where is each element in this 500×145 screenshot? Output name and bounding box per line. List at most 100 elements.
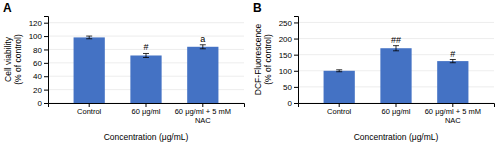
tick-label: 60 μg/ml + 5 mMNAC [175, 107, 231, 124]
x-axis-title: Concentration (μg/mL) [104, 132, 189, 142]
axis-line [44, 17, 49, 104]
tick-label: Control [327, 107, 352, 116]
tick-label: 150 [279, 51, 293, 60]
tick-label: 80 [33, 46, 42, 55]
error-bar [450, 60, 456, 63]
tick-mark [294, 87, 298, 88]
bar [324, 71, 355, 103]
tick-mark [294, 55, 298, 56]
y-axis-title: DCF-Fluorescence(% of control) [253, 24, 273, 96]
tick-label: 60 [33, 59, 42, 68]
figure: #a020406080100120Control60 μg/ml60 μg/ml… [0, 0, 500, 145]
tick: 60 μg/ml + 5 mMNAC [425, 103, 481, 125]
tick-mark [44, 76, 48, 77]
marks [324, 46, 469, 103]
y-axis: 0 20 40 60 80 100 120 [29, 17, 49, 109]
tick: Control [77, 103, 102, 116]
tick-label: 100 [279, 67, 293, 76]
error-bar [200, 45, 206, 49]
tick: 120 [29, 19, 48, 28]
grid-line [48, 36, 244, 37]
error-bar [393, 46, 399, 51]
bar [130, 55, 161, 103]
tick: 40 [33, 72, 48, 81]
annotation: # [143, 42, 148, 52]
tick-label: Control [77, 107, 102, 116]
grid-line [298, 22, 494, 23]
tick-label: 0 [288, 99, 293, 108]
x-axis-title: Concentration (μg/mL) [354, 132, 439, 142]
text-line: NAC [445, 116, 461, 125]
grid [48, 23, 244, 103]
plot: ### 0 50 100 150 200 250 Control 60 μg/ml 60 μg/m… [253, 17, 495, 143]
bar [74, 37, 105, 103]
panel-label: B [253, 1, 262, 15]
text-line: Cell viability [3, 36, 13, 82]
tick: 200 [279, 35, 298, 44]
x-axis: Control 60 μg/ml 60 μg/ml + 5 mMNAC [299, 103, 495, 125]
grid [298, 22, 494, 103]
tick: 60 μg/ml [382, 103, 411, 116]
y-axis: 0 50 100 150 200 250 [279, 17, 299, 109]
tick: 50 [283, 83, 298, 92]
tick: 20 [33, 86, 48, 95]
error-bar [336, 70, 342, 72]
error-line [452, 60, 453, 63]
annotations: ### [391, 35, 455, 59]
tick-mark [294, 71, 298, 72]
tick: 80 [33, 46, 48, 55]
error-line [146, 53, 147, 57]
error-bar [86, 36, 92, 39]
tick-mark [44, 36, 48, 37]
y-axis-title: Cell viability(% of control) [3, 34, 23, 85]
tick: 0 [288, 99, 298, 108]
bar [380, 48, 411, 103]
tick-mark [44, 49, 48, 50]
tick: 100 [29, 32, 48, 41]
tick-label: 250 [279, 19, 293, 28]
marks [74, 36, 219, 103]
text-line: (% of control) [263, 34, 273, 85]
plot: #a020406080100120Control60 μg/ml60 μg/ml… [3, 17, 245, 143]
tick-label: 0 [38, 99, 43, 108]
error-cap [450, 59, 456, 60]
tick-mark [44, 23, 48, 24]
tick-label: 60 μg/ml + 5 mMNAC [425, 107, 481, 124]
tick: 100 [279, 67, 298, 76]
tick-mark [44, 103, 48, 104]
error-line [396, 46, 397, 51]
tick-label: 200 [279, 35, 293, 44]
annotation: a [200, 34, 205, 44]
tick-mark [294, 22, 298, 23]
tick-mark [294, 39, 298, 40]
tick-mark [294, 103, 298, 104]
error-cap [143, 57, 149, 58]
error-cap [200, 48, 206, 49]
axis-line [294, 17, 299, 104]
text-line: DCF-Fluorescence [253, 24, 263, 96]
error-cap [450, 62, 456, 63]
error-line [202, 45, 203, 49]
tick-mark [44, 90, 48, 91]
text-line: Control [77, 107, 102, 116]
tick-label: 120 [29, 19, 43, 28]
text-line: (% of control) [13, 34, 23, 85]
panel: #a020406080100120Control60 μg/ml60 μg/ml… [3, 1, 245, 142]
annotation: # [450, 49, 455, 59]
tick: 0 [38, 99, 48, 108]
text-line: 60 μg/ml [132, 107, 161, 116]
tick: Control [327, 103, 352, 116]
annotations: #a [143, 34, 205, 53]
grid-line [48, 22, 244, 23]
text-line: NAC [195, 116, 211, 125]
tick-mark [44, 63, 48, 64]
tick-label: 60 μg/ml [132, 107, 161, 116]
tick: 250 [279, 19, 298, 28]
error-cap [393, 45, 399, 46]
tick-label: 40 [33, 72, 42, 81]
bar [437, 61, 468, 103]
error-cap [86, 36, 92, 37]
panel: ### 0 50 100 150 200 250 Control 60 μg/ml 60 μg/m… [253, 1, 495, 142]
panel-label: A [3, 1, 12, 15]
bar [187, 47, 218, 103]
